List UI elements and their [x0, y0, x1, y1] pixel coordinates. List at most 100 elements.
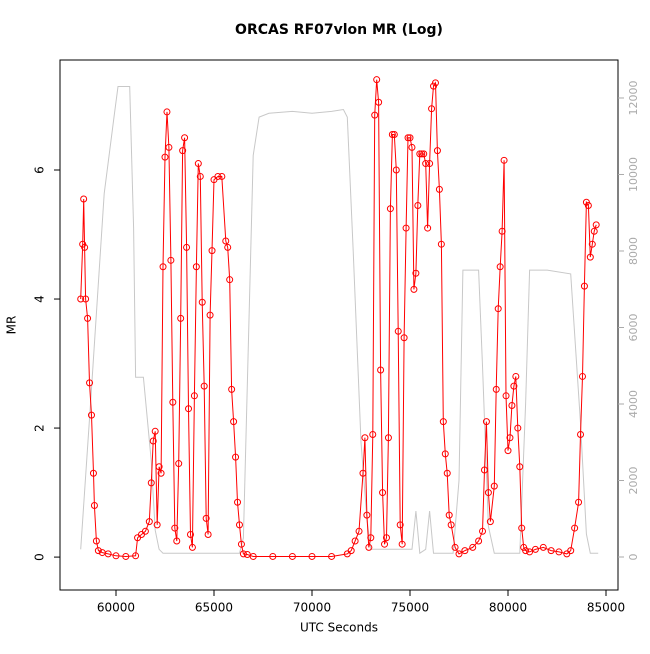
point — [89, 469, 97, 477]
point — [435, 185, 443, 193]
point — [90, 501, 98, 509]
point — [571, 524, 579, 532]
point — [188, 543, 196, 551]
point — [381, 540, 389, 548]
y-tick-label: 0 — [33, 553, 47, 561]
point — [196, 172, 204, 180]
point — [508, 401, 516, 409]
point — [141, 527, 149, 535]
point — [404, 134, 412, 142]
point — [443, 469, 451, 477]
point — [547, 547, 555, 555]
point — [206, 311, 214, 319]
point — [375, 98, 383, 106]
point — [567, 547, 575, 555]
point — [363, 511, 371, 519]
point — [514, 424, 522, 432]
point — [367, 534, 375, 542]
point — [239, 550, 247, 558]
point — [249, 552, 257, 560]
point — [198, 298, 206, 306]
point — [586, 253, 594, 261]
point — [175, 460, 183, 468]
point — [122, 552, 130, 560]
point — [181, 134, 189, 142]
point — [112, 552, 120, 560]
point — [414, 201, 422, 209]
point — [592, 221, 600, 229]
point — [269, 552, 277, 560]
point — [132, 552, 140, 560]
point — [214, 172, 222, 180]
point — [232, 453, 240, 461]
point — [151, 427, 159, 435]
point — [204, 531, 212, 539]
point — [437, 240, 445, 248]
point — [555, 548, 563, 556]
point — [159, 263, 167, 271]
point — [394, 327, 402, 335]
point — [365, 543, 373, 551]
point — [183, 243, 191, 251]
point — [588, 240, 596, 248]
point — [439, 418, 447, 426]
point — [179, 147, 187, 155]
point — [422, 160, 430, 168]
point — [475, 537, 483, 545]
y-tick-label: 2 — [33, 424, 47, 432]
point — [580, 282, 588, 290]
point — [406, 134, 414, 142]
point — [202, 514, 210, 522]
point — [496, 263, 504, 271]
x-tick-label: 75000 — [391, 601, 429, 615]
plot-frame — [59, 59, 619, 591]
point — [382, 534, 390, 542]
point — [486, 518, 494, 526]
point — [479, 527, 487, 535]
point — [510, 382, 518, 390]
point — [173, 537, 181, 545]
point — [169, 398, 177, 406]
y-tick-label: 4 — [33, 295, 47, 303]
point — [226, 276, 234, 284]
point — [396, 521, 404, 529]
point — [445, 511, 453, 519]
point — [81, 243, 89, 251]
x-tick-label: 70000 — [293, 601, 331, 615]
point — [412, 269, 420, 277]
y2-tick-label: 8000 — [627, 237, 640, 265]
point — [433, 147, 441, 155]
point — [539, 543, 547, 551]
point — [451, 543, 459, 551]
point — [80, 195, 88, 203]
point — [186, 531, 194, 539]
point — [388, 131, 396, 139]
point — [155, 463, 163, 471]
series-line — [80, 86, 599, 555]
point — [526, 548, 534, 556]
point — [185, 405, 193, 413]
point — [502, 392, 510, 400]
point — [359, 469, 367, 477]
point — [200, 382, 208, 390]
point — [230, 418, 238, 426]
point — [161, 153, 169, 161]
point — [500, 156, 508, 164]
point — [228, 385, 236, 393]
point — [92, 537, 100, 545]
point — [190, 392, 198, 400]
y2-tick-label: 6000 — [627, 313, 640, 341]
chart-title: ORCAS RF07vlon MR (Log) — [235, 22, 443, 38]
point — [577, 431, 585, 439]
point — [461, 547, 469, 555]
point — [153, 521, 161, 529]
x-tick-label: 65000 — [195, 601, 233, 615]
y2-tick-label: 4000 — [627, 390, 640, 418]
point — [482, 418, 490, 426]
point — [420, 150, 428, 158]
point — [402, 224, 410, 232]
point — [469, 543, 477, 551]
